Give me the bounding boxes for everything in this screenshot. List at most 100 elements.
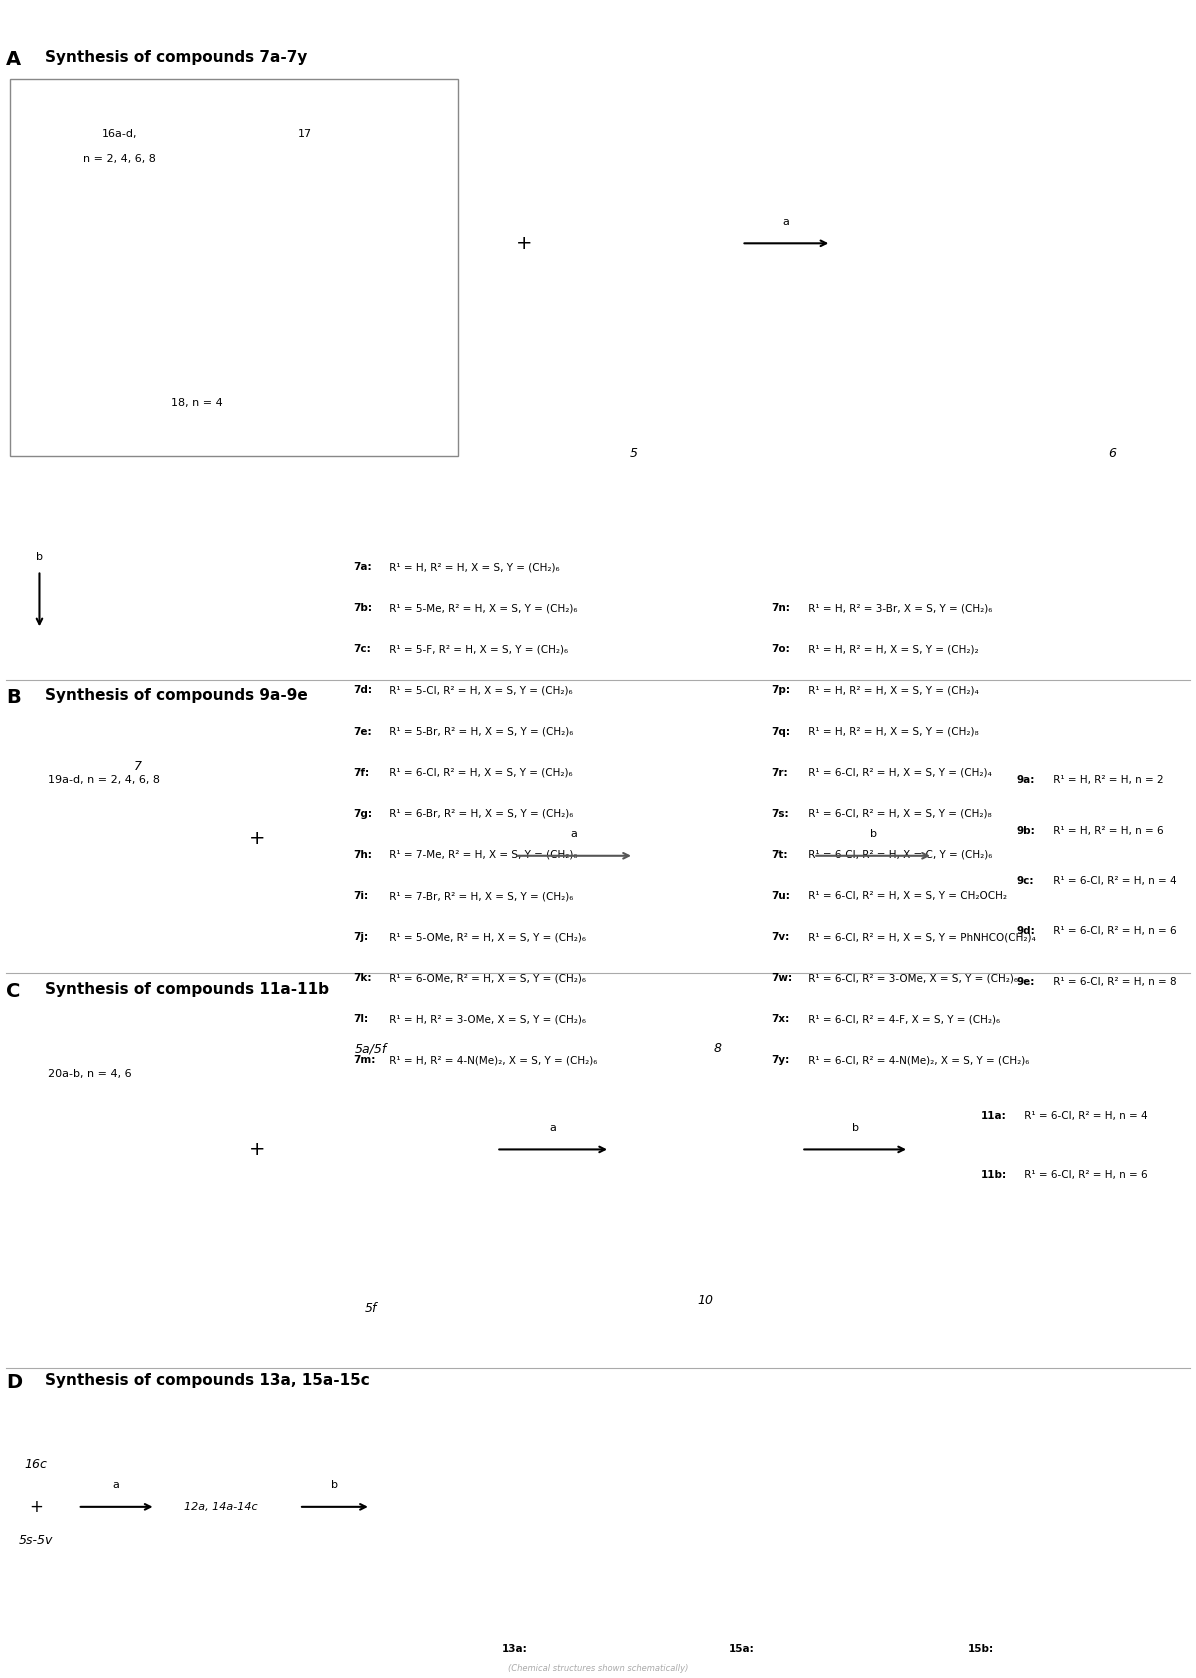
Text: 7w:: 7w: xyxy=(771,973,793,983)
Text: R¹ = 5-Br, R² = H, X = S, Y = (CH₂)₆: R¹ = 5-Br, R² = H, X = S, Y = (CH₂)₆ xyxy=(386,727,574,737)
Text: 13a:: 13a: xyxy=(501,1644,527,1655)
Text: 7v:: 7v: xyxy=(771,933,789,941)
Text: 7u:: 7u: xyxy=(771,891,791,901)
Text: b: b xyxy=(36,552,43,562)
Text: 16c: 16c xyxy=(24,1458,48,1472)
Text: R¹ = H, R² = H, n = 2: R¹ = H, R² = H, n = 2 xyxy=(1050,775,1164,785)
Text: R¹ = 6-Cl, R² = H, X = S, Y = PhNHCO(CH₂)₄: R¹ = 6-Cl, R² = H, X = S, Y = PhNHCO(CH₂… xyxy=(805,933,1036,941)
Text: R¹ = 5-F, R² = H, X = S, Y = (CH₂)₆: R¹ = 5-F, R² = H, X = S, Y = (CH₂)₆ xyxy=(386,644,568,654)
Text: 15a:: 15a: xyxy=(728,1644,755,1655)
Text: a: a xyxy=(570,829,578,839)
Text: b: b xyxy=(331,1480,338,1490)
Text: R¹ = H, R² = H, n = 6: R¹ = H, R² = H, n = 6 xyxy=(1050,826,1164,836)
Text: 11a:: 11a: xyxy=(981,1111,1007,1121)
Text: 6: 6 xyxy=(1109,446,1116,460)
Text: R¹ = 6-Cl, R² = H, X = S, Y = CH₂OCH₂: R¹ = 6-Cl, R² = H, X = S, Y = CH₂OCH₂ xyxy=(805,891,1007,901)
Text: n = 2, 4, 6, 8: n = 2, 4, 6, 8 xyxy=(84,154,155,164)
Text: 9d:: 9d: xyxy=(1017,926,1036,936)
Text: 7p:: 7p: xyxy=(771,686,791,695)
Text: R¹ = 7-Br, R² = H, X = S, Y = (CH₂)₆: R¹ = 7-Br, R² = H, X = S, Y = (CH₂)₆ xyxy=(386,891,574,901)
Text: 7d:: 7d: xyxy=(353,686,372,695)
Text: a: a xyxy=(549,1123,556,1133)
Text: 5f: 5f xyxy=(365,1302,377,1316)
Text: Synthesis of compounds 13a, 15a-15c: Synthesis of compounds 13a, 15a-15c xyxy=(45,1373,371,1388)
Text: R¹ = 6-Cl, R² = 4-F, X = S, Y = (CH₂)₆: R¹ = 6-Cl, R² = 4-F, X = S, Y = (CH₂)₆ xyxy=(805,1015,1000,1024)
Text: R¹ = H, R² = H, X = S, Y = (CH₂)₄: R¹ = H, R² = H, X = S, Y = (CH₂)₄ xyxy=(805,686,978,695)
Text: 7j:: 7j: xyxy=(353,933,368,941)
Text: 9c:: 9c: xyxy=(1017,876,1035,886)
Text: 5s-5v: 5s-5v xyxy=(19,1534,53,1547)
Text: 7y:: 7y: xyxy=(771,1055,789,1066)
Text: 7b:: 7b: xyxy=(353,604,372,612)
Text: (Chemical structures shown schematically): (Chemical structures shown schematically… xyxy=(508,1665,688,1673)
Text: 9a:: 9a: xyxy=(1017,775,1035,785)
Text: 12a, 14a-14c: 12a, 14a-14c xyxy=(184,1502,258,1512)
Text: 5: 5 xyxy=(630,446,637,460)
Text: D: D xyxy=(6,1373,22,1391)
Text: 7e:: 7e: xyxy=(353,727,372,737)
Text: 7n:: 7n: xyxy=(771,604,791,612)
Text: R¹ = H, R² = H, X = S, Y = (CH₂)₈: R¹ = H, R² = H, X = S, Y = (CH₂)₈ xyxy=(805,727,978,737)
Text: R¹ = 6-Br, R² = H, X = S, Y = (CH₂)₆: R¹ = 6-Br, R² = H, X = S, Y = (CH₂)₆ xyxy=(386,809,574,819)
Text: R¹ = 6-Cl, R² = H, n = 6: R¹ = 6-Cl, R² = H, n = 6 xyxy=(1021,1170,1148,1180)
Text: 9b:: 9b: xyxy=(1017,826,1036,836)
Text: Synthesis of compounds 7a-7y: Synthesis of compounds 7a-7y xyxy=(45,50,307,65)
Text: 7: 7 xyxy=(134,760,141,774)
Text: R¹ = H, R² = 3-Br, X = S, Y = (CH₂)₆: R¹ = H, R² = 3-Br, X = S, Y = (CH₂)₆ xyxy=(805,604,993,612)
Text: R¹ = 6-Cl, R² = H, n = 8: R¹ = 6-Cl, R² = H, n = 8 xyxy=(1050,977,1177,987)
Text: 10: 10 xyxy=(697,1294,714,1307)
Text: 18, n = 4: 18, n = 4 xyxy=(171,398,224,408)
Text: 7x:: 7x: xyxy=(771,1015,789,1024)
Text: 16a-d,: 16a-d, xyxy=(102,129,138,139)
Text: +: + xyxy=(249,829,266,849)
Text: 7o:: 7o: xyxy=(771,644,791,654)
Text: Synthesis of compounds 9a-9e: Synthesis of compounds 9a-9e xyxy=(45,688,309,703)
Text: 7m:: 7m: xyxy=(353,1055,376,1066)
Text: 7g:: 7g: xyxy=(353,809,372,819)
Text: a: a xyxy=(782,216,789,227)
Bar xyxy=(10,79,458,456)
Text: 7i:: 7i: xyxy=(353,891,368,901)
Text: Synthesis of compounds 11a-11b: Synthesis of compounds 11a-11b xyxy=(45,982,329,997)
Text: 7h:: 7h: xyxy=(353,851,372,859)
Text: +: + xyxy=(515,233,532,253)
Text: b: b xyxy=(852,1123,859,1133)
Text: b: b xyxy=(869,829,877,839)
Text: 7l:: 7l: xyxy=(353,1015,368,1024)
Text: 7s:: 7s: xyxy=(771,809,789,819)
Text: A: A xyxy=(6,50,22,69)
Text: C: C xyxy=(6,982,20,1000)
Text: R¹ = 5-Cl, R² = H, X = S, Y = (CH₂)₆: R¹ = 5-Cl, R² = H, X = S, Y = (CH₂)₆ xyxy=(386,686,573,695)
Text: R¹ = 5-OMe, R² = H, X = S, Y = (CH₂)₆: R¹ = 5-OMe, R² = H, X = S, Y = (CH₂)₆ xyxy=(386,933,586,941)
Text: 9e:: 9e: xyxy=(1017,977,1035,987)
Text: 7f:: 7f: xyxy=(353,769,368,777)
Text: +: + xyxy=(29,1498,43,1515)
Text: 7k:: 7k: xyxy=(353,973,371,983)
Text: 7q:: 7q: xyxy=(771,727,791,737)
Text: R¹ = 6-Cl, R² = H, n = 6: R¹ = 6-Cl, R² = H, n = 6 xyxy=(1050,926,1177,936)
Text: 7c:: 7c: xyxy=(353,644,371,654)
Text: R¹ = H, R² = H, X = S, Y = (CH₂)₆: R¹ = H, R² = H, X = S, Y = (CH₂)₆ xyxy=(386,562,560,572)
Text: B: B xyxy=(6,688,20,706)
Text: 7r:: 7r: xyxy=(771,769,788,777)
Text: 7t:: 7t: xyxy=(771,851,788,859)
Text: R¹ = 6-Cl, R² = H, n = 4: R¹ = 6-Cl, R² = H, n = 4 xyxy=(1021,1111,1148,1121)
Text: R¹ = 6-Cl, R² = H, X = S, Y = (CH₂)₄: R¹ = 6-Cl, R² = H, X = S, Y = (CH₂)₄ xyxy=(805,769,991,777)
Text: R¹ = 5-Me, R² = H, X = S, Y = (CH₂)₆: R¹ = 5-Me, R² = H, X = S, Y = (CH₂)₆ xyxy=(386,604,578,612)
Text: +: + xyxy=(249,1139,266,1159)
Text: 8: 8 xyxy=(714,1042,721,1055)
Text: 5a/5f: 5a/5f xyxy=(355,1042,386,1055)
Text: R¹ = 6-Cl, R² = 3-OMe, X = S, Y = (CH₂)₆: R¹ = 6-Cl, R² = 3-OMe, X = S, Y = (CH₂)₆ xyxy=(805,973,1018,983)
Text: R¹ = 6-Cl, R² = H, n = 4: R¹ = 6-Cl, R² = H, n = 4 xyxy=(1050,876,1177,886)
Text: 17: 17 xyxy=(298,129,312,139)
Text: a: a xyxy=(112,1480,120,1490)
Text: R¹ = 6-Cl, R² = H, X = C, Y = (CH₂)₆: R¹ = 6-Cl, R² = H, X = C, Y = (CH₂)₆ xyxy=(805,851,993,859)
Text: R¹ = 6-Cl, R² = 4-N(Me)₂, X = S, Y = (CH₂)₆: R¹ = 6-Cl, R² = 4-N(Me)₂, X = S, Y = (CH… xyxy=(805,1055,1030,1066)
Text: 15b:: 15b: xyxy=(968,1644,994,1655)
Text: R¹ = 6-Cl, R² = H, X = S, Y = (CH₂)₈: R¹ = 6-Cl, R² = H, X = S, Y = (CH₂)₈ xyxy=(805,809,991,819)
Text: 7a:: 7a: xyxy=(353,562,372,572)
Text: R¹ = 6-Cl, R² = H, X = S, Y = (CH₂)₆: R¹ = 6-Cl, R² = H, X = S, Y = (CH₂)₆ xyxy=(386,769,573,777)
Text: R¹ = 6-OMe, R² = H, X = S, Y = (CH₂)₆: R¹ = 6-OMe, R² = H, X = S, Y = (CH₂)₆ xyxy=(386,973,586,983)
Text: 19a-d, n = 2, 4, 6, 8: 19a-d, n = 2, 4, 6, 8 xyxy=(48,775,160,785)
Text: 20a-b, n = 4, 6: 20a-b, n = 4, 6 xyxy=(48,1069,132,1079)
